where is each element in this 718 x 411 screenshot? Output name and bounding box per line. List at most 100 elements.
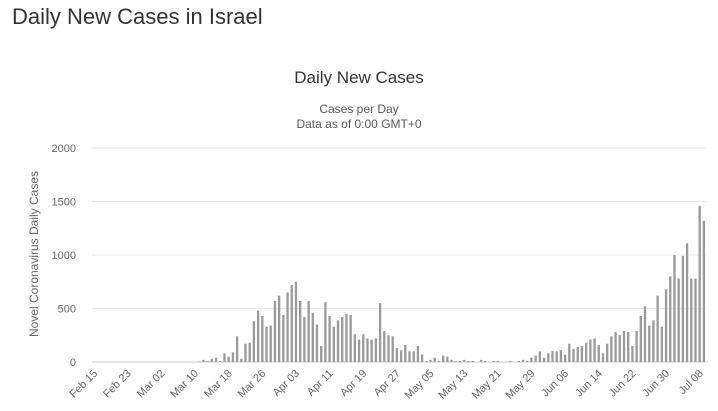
bar[interactable] [210,358,214,362]
bar[interactable] [299,301,302,362]
bar[interactable] [664,289,668,362]
bar[interactable] [328,315,331,362]
bar[interactable] [631,345,634,362]
bar[interactable] [235,336,239,362]
bar[interactable] [694,278,697,362]
bar[interactable] [639,315,642,362]
bar[interactable] [521,359,525,362]
bar[interactable] [286,292,289,362]
bar[interactable] [307,301,310,362]
bar[interactable] [530,357,533,362]
bar[interactable] [336,320,340,362]
bar[interactable] [547,353,550,362]
bar[interactable] [303,317,306,362]
bar[interactable] [614,332,617,362]
bar[interactable] [572,349,575,362]
bar[interactable] [433,357,436,362]
bar[interactable] [324,302,327,362]
bar[interactable] [589,339,592,362]
bar[interactable] [206,360,209,362]
bar[interactable] [387,335,390,362]
bar[interactable] [673,255,676,362]
bar[interactable] [702,220,706,362]
bar[interactable] [378,303,382,362]
bar[interactable] [576,347,579,362]
bar[interactable] [420,354,424,362]
bar[interactable] [660,326,663,362]
bar[interactable] [446,356,449,362]
bar[interactable] [597,344,600,362]
bar[interactable] [542,357,546,362]
bar[interactable] [362,334,365,362]
bar[interactable] [538,351,542,362]
bar[interactable] [244,343,247,362]
bar[interactable] [315,324,319,362]
bar[interactable] [479,359,483,362]
bar[interactable] [265,326,268,362]
bar[interactable] [252,321,256,362]
bar[interactable] [442,355,445,362]
bar[interactable] [437,360,441,362]
bar[interactable] [690,278,693,362]
bar[interactable] [517,360,521,362]
bar[interactable] [256,310,260,362]
bar[interactable] [408,351,411,362]
bar[interactable] [214,357,218,362]
bar[interactable] [471,360,474,362]
bar[interactable] [635,330,638,362]
bar[interactable] [269,325,272,362]
bar[interactable] [458,360,462,362]
bar[interactable] [341,317,344,362]
bar[interactable] [559,350,563,362]
bar[interactable] [261,315,264,362]
bar[interactable] [677,278,680,362]
bar[interactable] [656,295,659,362]
bar[interactable] [391,336,394,362]
bar[interactable] [467,360,470,362]
bar[interactable] [484,360,487,362]
bar[interactable] [648,325,651,362]
bar[interactable] [231,352,235,362]
bar[interactable] [277,295,281,362]
bar[interactable] [404,344,407,362]
bar[interactable] [273,301,277,362]
bar[interactable] [353,334,356,362]
bar[interactable] [345,313,348,362]
bar[interactable] [349,314,352,362]
bar[interactable] [463,359,466,362]
bar[interactable] [219,360,222,362]
bar[interactable] [610,336,613,362]
bar[interactable] [416,345,420,362]
bar[interactable] [202,359,205,362]
bar[interactable] [425,360,428,362]
bar[interactable] [568,343,571,362]
bar[interactable] [332,326,335,362]
bar[interactable] [395,348,399,362]
bar[interactable] [290,284,293,362]
bar[interactable] [240,358,243,362]
bar[interactable] [366,338,369,362]
bar[interactable] [450,359,453,362]
bar[interactable] [555,351,558,362]
bar[interactable] [248,342,251,362]
bar[interactable] [593,338,596,362]
bar[interactable] [383,330,386,362]
bar[interactable] [526,360,529,362]
bar[interactable] [551,351,554,362]
bar[interactable] [374,338,378,362]
bar[interactable] [223,353,226,362]
bar[interactable] [681,256,685,362]
bar[interactable] [606,343,609,362]
bar[interactable] [311,312,314,362]
bar[interactable] [412,351,415,362]
bar[interactable] [454,360,457,362]
bar[interactable] [601,353,605,362]
bar[interactable] [669,276,672,362]
bar[interactable] [320,345,323,362]
bar[interactable] [399,350,403,362]
bar[interactable] [652,320,655,362]
bar[interactable] [534,355,537,362]
bar[interactable] [496,360,499,362]
bar[interactable] [198,361,201,362]
bar[interactable] [698,205,701,362]
